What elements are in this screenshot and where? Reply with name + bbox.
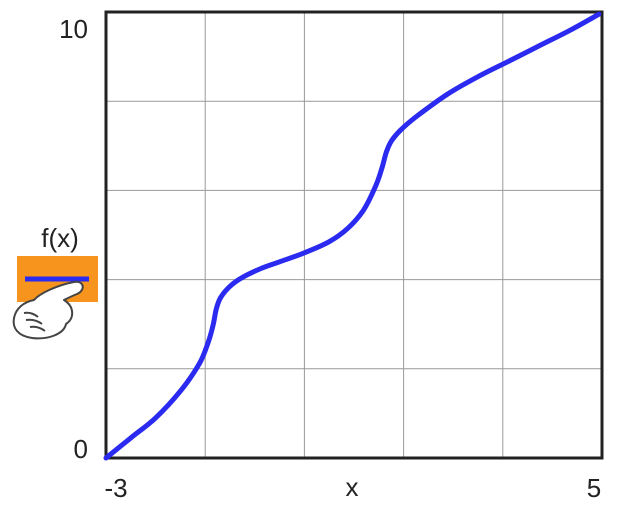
x-axis-label: x	[346, 472, 359, 502]
x-tick-label-left: -3	[104, 473, 127, 503]
y-tick-label-bottom: 0	[74, 434, 88, 464]
x-tick-label-right: 5	[587, 473, 601, 503]
grid-lines	[106, 12, 602, 458]
legend-label: f(x)	[41, 223, 79, 253]
series-line-f-x	[103, 11, 602, 461]
plot-frame	[104, 10, 604, 460]
legend[interactable]: f(x)	[12, 223, 98, 340]
pointing-hand-icon	[12, 280, 84, 340]
y-tick-label-top: 10	[59, 14, 88, 44]
